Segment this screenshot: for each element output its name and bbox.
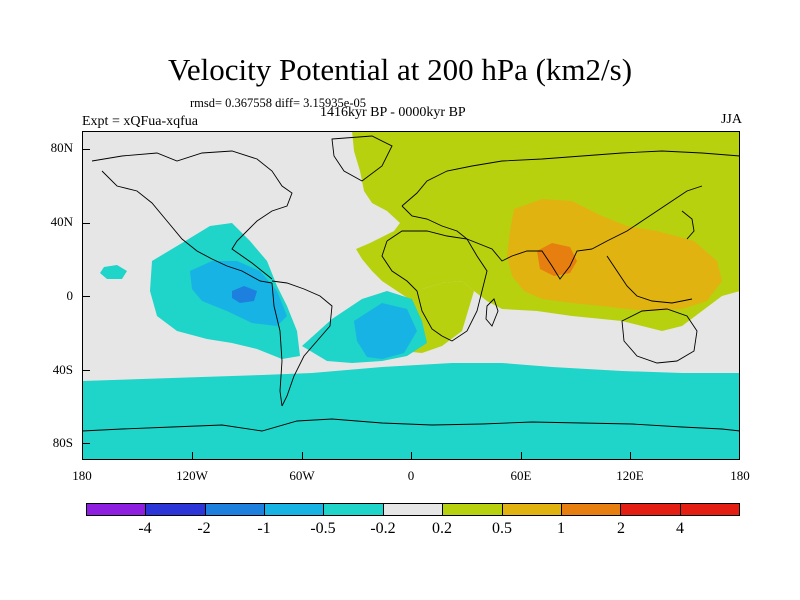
lon-tick [411, 452, 412, 460]
colorbar-label: -0.5 [310, 520, 336, 537]
colorbar-swatch [621, 504, 681, 515]
lat-tick [82, 223, 90, 224]
experiment-label: Expt = xQFua-xqfua [82, 114, 198, 129]
colorbar [86, 503, 740, 516]
stats-text: rmsd= 0.367558 diff= 3.15935e-05 [190, 96, 367, 110]
lat-tick [82, 296, 90, 297]
colorbar-label: -0.2 [370, 520, 396, 537]
negative-patch-west [100, 265, 127, 279]
lon-label-60w: 60W [289, 468, 315, 483]
moderate-positive-region-asia [507, 199, 722, 311]
lat-label-40s: 40S [52, 362, 73, 377]
lon-label-120w: 120W [176, 468, 208, 483]
lon-tick [521, 452, 522, 460]
colorbar-swatch [443, 504, 503, 515]
coastlines [82, 135, 740, 432]
colorbar-swatch [561, 504, 622, 515]
colorbar-swatch [383, 504, 444, 515]
plot-title: Velocity Potential at 200 hPa (km2/s) [167, 52, 633, 87]
colorbar-label: 0.5 [492, 520, 512, 537]
colorbar-label: 1 [557, 520, 565, 537]
lat-tick [82, 443, 90, 444]
lat-label-80s: 80S [52, 435, 73, 450]
lon-tick [192, 452, 193, 460]
colorbar-label: 2 [617, 520, 625, 537]
lon-label-60e: 60E [510, 468, 532, 483]
lon-label-120e: 120E [616, 468, 644, 483]
colorbar-label: 4 [676, 520, 684, 537]
colorbar-label: -2 [197, 520, 211, 537]
colorbar-swatch [87, 504, 147, 515]
strong-positive-core-india [537, 243, 577, 276]
lat-tick [82, 370, 90, 371]
colorbar-label: -1 [257, 520, 271, 537]
lat-label-80n: 80N [50, 140, 73, 155]
lat-label-0: 0 [66, 288, 74, 303]
velocity-potential-map [82, 131, 740, 460]
colorbar-swatch [502, 504, 562, 515]
lon-label-180e: 180 [730, 468, 750, 483]
lon-tick [302, 452, 303, 460]
colorbar-swatch [265, 504, 325, 515]
colorbar-label: 0.2 [432, 520, 452, 537]
period-label: 1416kyr BP - 0000kyr BP [320, 105, 466, 120]
colorbar-swatch [146, 504, 206, 515]
colorbar-swatch [324, 504, 384, 515]
negative-inner-core [232, 286, 257, 303]
map-panel [82, 131, 740, 460]
colorbar-swatch [205, 504, 266, 515]
lon-label-0: 0 [407, 468, 415, 483]
negative-core-south-atlantic [354, 303, 417, 359]
season-label: JJA [720, 112, 742, 127]
lat-tick [82, 149, 90, 150]
lat-label-40n: 40N [50, 214, 73, 229]
lon-tick [630, 452, 631, 460]
colorbar-label: -4 [138, 520, 152, 537]
lon-label-180w: 180 [72, 468, 92, 483]
colorbar-swatch [680, 504, 739, 515]
negative-band-southern-ocean [82, 363, 740, 460]
